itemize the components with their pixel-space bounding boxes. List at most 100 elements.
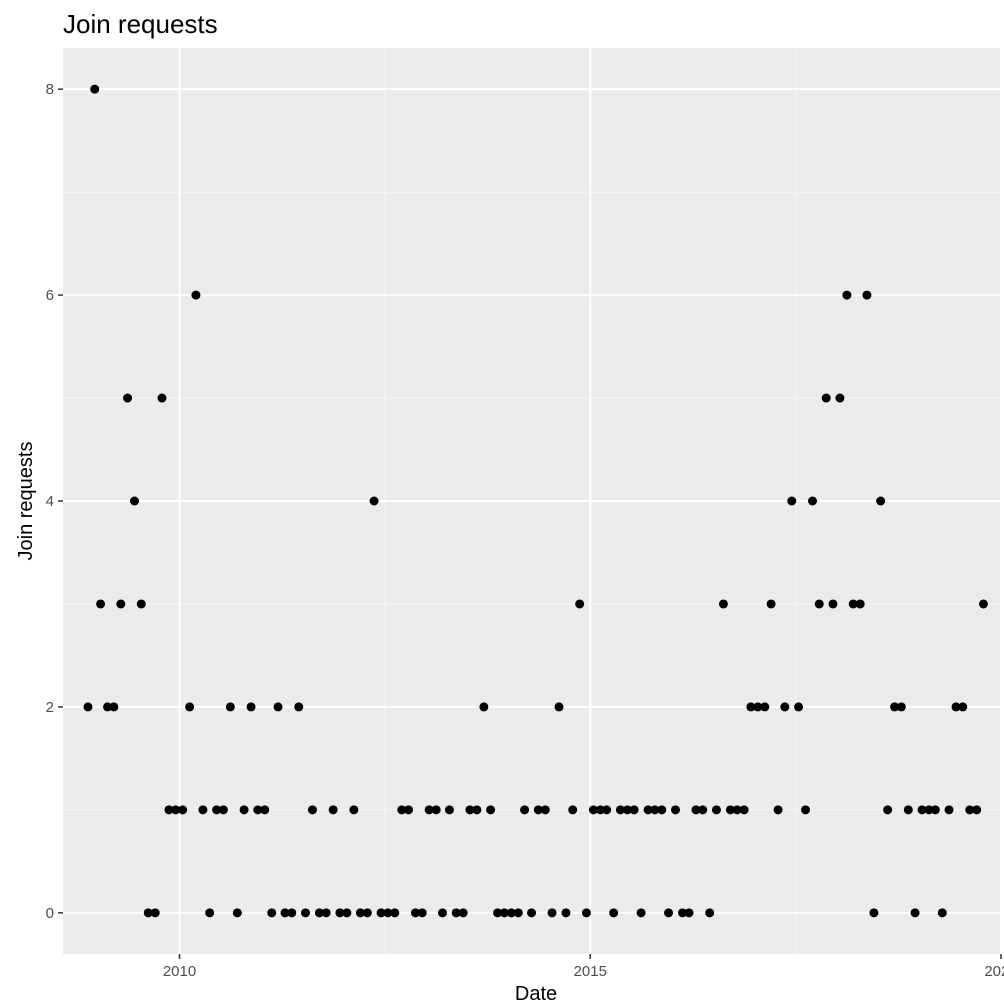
y-axis: 0 2 4 6 8 xyxy=(46,81,63,922)
data-point xyxy=(650,805,660,815)
data-point xyxy=(300,908,310,918)
data-point xyxy=(746,702,756,712)
data-point xyxy=(951,702,961,712)
data-point xyxy=(718,599,728,609)
data-point xyxy=(828,599,838,609)
data-point xyxy=(486,805,496,815)
data-point xyxy=(178,805,188,815)
data-point xyxy=(143,908,153,918)
data-point xyxy=(787,496,797,506)
data-point xyxy=(855,599,865,609)
data-point xyxy=(280,908,290,918)
data-point xyxy=(698,805,708,815)
data-points xyxy=(83,84,988,918)
data-point xyxy=(835,393,845,403)
data-point xyxy=(520,805,530,815)
data-point xyxy=(677,908,687,918)
data-point xyxy=(342,908,352,918)
data-point xyxy=(917,805,927,815)
data-point xyxy=(780,702,790,712)
data-point xyxy=(903,805,913,815)
data-point xyxy=(821,393,831,403)
data-point xyxy=(431,805,441,815)
data-point xyxy=(760,702,770,712)
data-point xyxy=(972,805,982,815)
data-point xyxy=(103,702,113,712)
data-point xyxy=(801,805,811,815)
data-point xyxy=(314,908,324,918)
data-point xyxy=(924,805,934,815)
data-point xyxy=(260,805,270,815)
y-tick-label: 8 xyxy=(46,81,54,98)
data-point xyxy=(705,908,715,918)
data-point xyxy=(910,908,920,918)
y-tick-label: 4 xyxy=(46,493,54,510)
data-point xyxy=(410,908,420,918)
data-point xyxy=(404,805,414,815)
data-point xyxy=(90,84,100,94)
data-point xyxy=(739,805,749,815)
data-point xyxy=(848,599,858,609)
data-point xyxy=(629,805,639,815)
data-point xyxy=(937,908,947,918)
data-point xyxy=(499,908,509,918)
data-point xyxy=(424,805,434,815)
y-tick-label: 2 xyxy=(46,699,54,716)
data-point xyxy=(171,805,181,815)
data-point xyxy=(575,599,585,609)
data-point xyxy=(369,496,379,506)
data-point xyxy=(417,908,427,918)
data-point xyxy=(711,805,721,815)
data-point xyxy=(383,908,393,918)
data-point xyxy=(294,702,304,712)
data-point xyxy=(595,805,605,815)
data-point xyxy=(568,805,578,815)
data-point xyxy=(390,908,400,918)
data-point xyxy=(842,290,852,300)
data-point xyxy=(930,805,940,815)
y-tick-label: 0 xyxy=(46,905,54,922)
data-point xyxy=(362,908,372,918)
data-point xyxy=(96,599,106,609)
data-point xyxy=(225,702,235,712)
data-point xyxy=(561,908,571,918)
data-point xyxy=(130,496,140,506)
data-point xyxy=(150,908,160,918)
data-point xyxy=(198,805,208,815)
data-point xyxy=(547,908,557,918)
x-axis: 2010 2015 2020 xyxy=(163,954,1004,980)
data-point xyxy=(246,702,256,712)
data-point xyxy=(205,908,215,918)
data-point xyxy=(958,702,968,712)
data-point xyxy=(869,908,879,918)
data-point xyxy=(321,908,331,918)
data-point xyxy=(191,290,201,300)
data-point xyxy=(437,908,447,918)
data-point xyxy=(472,805,482,815)
data-point xyxy=(109,702,119,712)
data-point xyxy=(753,702,763,712)
chart-title: Join requests xyxy=(63,9,218,39)
data-point xyxy=(766,599,776,609)
data-point xyxy=(622,805,632,815)
data-point xyxy=(615,805,625,815)
data-point xyxy=(267,908,277,918)
data-point xyxy=(164,805,174,815)
y-axis-title: Join requests xyxy=(15,442,37,561)
data-point xyxy=(458,908,468,918)
x-tick-label: 2015 xyxy=(574,963,607,980)
data-point xyxy=(896,702,906,712)
data-point xyxy=(691,805,701,815)
data-point xyxy=(335,908,345,918)
data-point xyxy=(862,290,872,300)
data-point xyxy=(212,805,222,815)
data-point xyxy=(876,496,886,506)
y-tick-label: 6 xyxy=(46,287,54,304)
data-point xyxy=(376,908,386,918)
x-axis-title: Date xyxy=(515,983,557,1005)
data-point xyxy=(83,702,93,712)
data-point xyxy=(513,908,523,918)
data-point xyxy=(136,599,146,609)
data-point xyxy=(239,805,249,815)
